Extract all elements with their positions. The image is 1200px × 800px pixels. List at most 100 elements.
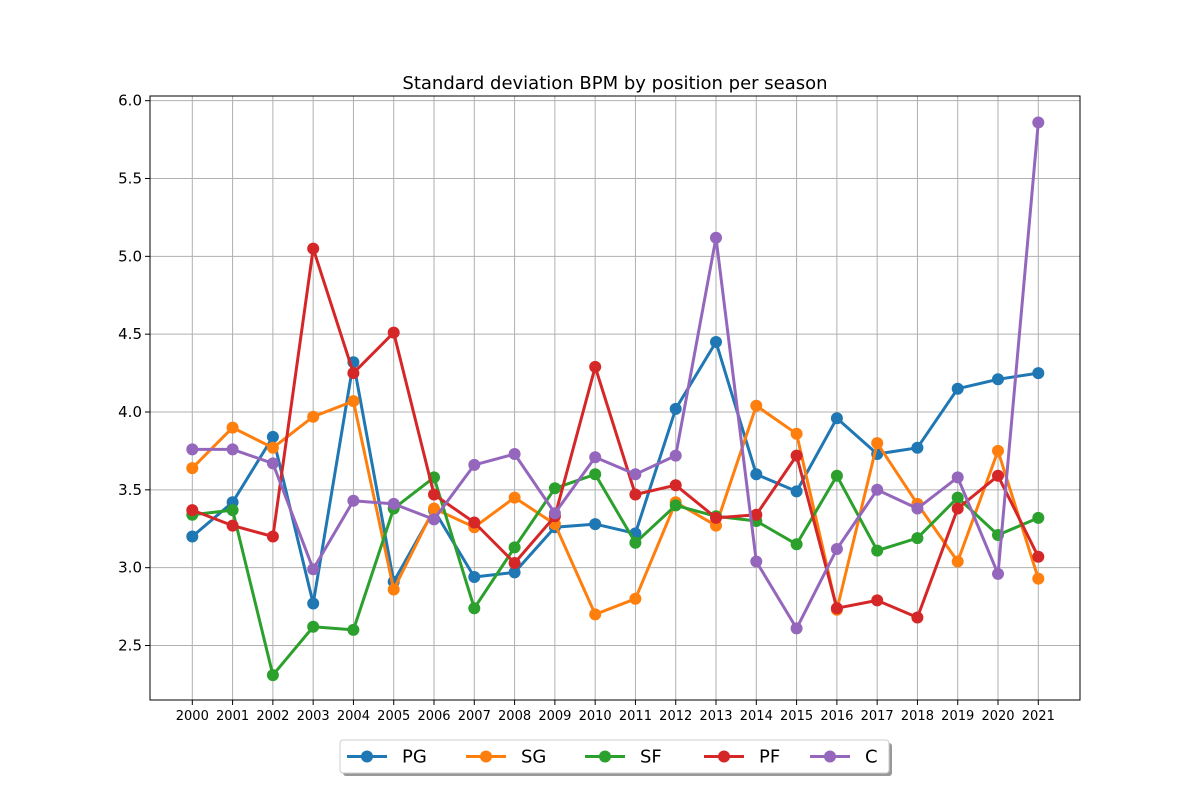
- legend-label: SF: [640, 747, 662, 768]
- data-point: [307, 563, 320, 576]
- data-point: [266, 669, 279, 682]
- data-point: [911, 441, 924, 454]
- data-point: [951, 471, 964, 484]
- x-tick-label: 2004: [337, 709, 370, 724]
- data-point: [589, 468, 602, 481]
- data-point: [629, 536, 642, 549]
- legend-label: PF: [759, 747, 780, 768]
- chart-title: Standard deviation BPM by position per s…: [402, 73, 827, 94]
- data-point: [347, 367, 360, 380]
- legend-entry: SF: [585, 747, 662, 768]
- data-point: [468, 516, 481, 529]
- legend-marker: [718, 750, 730, 763]
- y-tick-label: 3.5: [118, 481, 142, 499]
- y-tick-label: 3.0: [118, 559, 142, 577]
- legend-marker: [480, 750, 492, 763]
- data-point: [790, 427, 803, 440]
- data-point: [387, 326, 400, 339]
- x-tick-label: 2016: [820, 709, 853, 724]
- data-point: [911, 532, 924, 545]
- data-point: [347, 395, 360, 408]
- data-point: [266, 457, 279, 470]
- data-point: [387, 583, 400, 596]
- data-point: [508, 491, 521, 504]
- data-point: [710, 336, 722, 348]
- data-point: [830, 412, 843, 425]
- x-tick-label: 2012: [659, 709, 692, 724]
- data-point: [710, 231, 722, 244]
- data-point: [589, 608, 602, 621]
- data-point: [1032, 550, 1045, 563]
- data-point: [750, 399, 763, 412]
- data-point: [750, 468, 763, 481]
- x-tick-label: 2020: [981, 709, 1014, 724]
- x-tick-label: 2018: [901, 709, 934, 724]
- data-point: [1032, 367, 1045, 380]
- x-tick-label: 2015: [780, 709, 813, 724]
- data-point: [186, 443, 199, 456]
- data-point: [387, 497, 400, 510]
- y-tick-label: 5.5: [118, 170, 142, 188]
- data-point: [186, 462, 199, 475]
- x-tick-label: 2008: [498, 709, 531, 724]
- x-tick-label: 2013: [699, 709, 732, 724]
- data-point: [629, 468, 642, 481]
- series-line: [191, 340, 1039, 605]
- data-point: [226, 504, 239, 517]
- data-point: [911, 611, 924, 624]
- x-tick-label: 2017: [861, 709, 894, 724]
- legend-label: C: [865, 747, 878, 768]
- x-tick-label: 2000: [176, 709, 209, 724]
- legend-entry: SG: [466, 747, 546, 768]
- data-point: [790, 538, 803, 551]
- legend-marker: [599, 750, 611, 763]
- plot-area-frame: [149, 95, 1081, 701]
- data-point: [710, 511, 722, 524]
- data-point: [750, 508, 763, 521]
- y-tick-label: 2.5: [118, 637, 142, 655]
- series-pf: [186, 242, 1045, 624]
- x-tick-label: 2019: [941, 709, 974, 724]
- data-point: [1032, 511, 1045, 524]
- legend-marker: [361, 750, 373, 763]
- data-point: [589, 360, 602, 373]
- data-point: [266, 430, 279, 443]
- data-point: [428, 502, 440, 515]
- y-tick-label: 4.5: [118, 325, 142, 343]
- data-point: [1032, 116, 1045, 129]
- x-tick-label: 2001: [216, 709, 249, 724]
- y-tick-label: 6.0: [118, 92, 142, 110]
- data-point: [629, 592, 642, 605]
- data-point: [911, 502, 924, 515]
- data-point: [468, 571, 481, 583]
- data-point: [790, 449, 803, 462]
- x-tick-label: 2014: [740, 709, 773, 724]
- legend-entry: PG: [347, 747, 427, 768]
- legend-label: SG: [521, 747, 546, 768]
- x-tick-label: 2006: [417, 709, 450, 724]
- x-tick-label: 2007: [458, 709, 491, 724]
- data-point: [468, 602, 481, 615]
- data-point: [508, 566, 521, 579]
- grid: [150, 96, 1080, 700]
- data-point: [307, 242, 320, 255]
- axes: 2000 2001 2002 2003 2004 2005 2006 2007 2008 2009…: [118, 92, 1055, 724]
- data-point: [951, 382, 964, 395]
- series-line: [191, 247, 1040, 619]
- data-point: [266, 530, 279, 543]
- data-point: [871, 483, 884, 496]
- x-tick-label: 2009: [538, 709, 571, 724]
- data-point: [669, 402, 682, 415]
- series-sf: [186, 468, 1045, 682]
- data-point: [307, 620, 320, 633]
- data-point: [468, 458, 481, 471]
- data-point: [951, 491, 964, 504]
- legend-marker: [824, 750, 836, 763]
- data-point: [186, 504, 199, 517]
- data-point: [830, 543, 843, 555]
- data-point: [226, 443, 239, 456]
- x-tick-label: 2021: [1022, 709, 1055, 724]
